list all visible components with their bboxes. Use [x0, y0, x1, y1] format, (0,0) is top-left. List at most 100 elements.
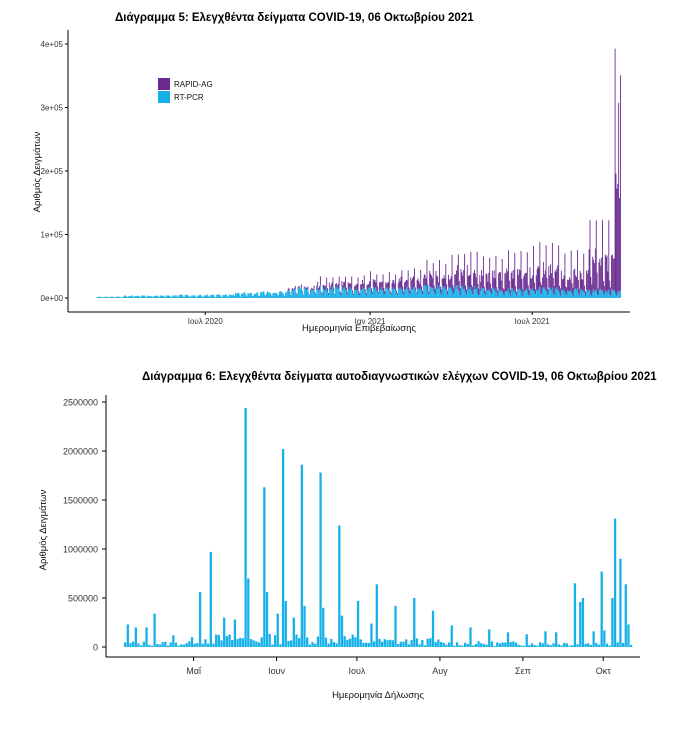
chart5-bar-rt-pcr: [119, 296, 121, 298]
chart5-bar-rapid-ag: [344, 281, 346, 288]
chart6-bar: [126, 624, 129, 647]
chart5-bar-rapid-ag: [355, 284, 357, 289]
chart5-bar-rt-pcr: [602, 292, 604, 298]
chart5-bar-rt-pcr: [582, 291, 584, 298]
chart5-bar-rt-pcr: [345, 289, 346, 298]
chart5-bar-rt-pcr: [516, 288, 518, 298]
chart5-bar-rt-pcr: [160, 295, 162, 298]
chart5-bar-rapid-ag: [435, 271, 437, 286]
chart6-bar: [306, 637, 309, 647]
chart5-bar-rapid-ag: [587, 269, 589, 292]
chart5-bar-rt-pcr: [417, 288, 419, 298]
chart5-bar-rapid-ag: [559, 285, 560, 293]
chart5-series-rapid-ag: [287, 48, 621, 296]
chart5-bar-rapid-ag: [516, 291, 517, 296]
chart5-bar-rt-pcr: [465, 294, 467, 298]
chart5-bar-rapid-ag: [491, 270, 493, 288]
chart5-bar-rt-pcr: [281, 292, 283, 298]
chart5-bar-rapid-ag: [516, 269, 518, 289]
chart6-bar: [354, 637, 357, 647]
chart5-bar-rapid-ag: [540, 282, 542, 294]
chart5-bar-rapid-ag: [365, 293, 367, 295]
chart5-bar-rt-pcr: [414, 290, 416, 298]
chart6-bar: [268, 633, 271, 647]
chart5-bar-rt-pcr: [486, 290, 488, 298]
chart5-bar-rt-pcr: [611, 288, 612, 298]
chart5-bar-rt-pcr: [165, 295, 167, 298]
chart5-bar-rapid-ag: [350, 283, 352, 289]
chart5-bar-rt-pcr: [127, 297, 129, 298]
chart6-bar: [172, 635, 175, 647]
chart6-bar: [557, 644, 560, 647]
chart5-bar-rapid-ag: [592, 256, 594, 292]
chart5-bar-rapid-ag: [417, 278, 419, 289]
chart6-bar: [541, 643, 544, 647]
chart5-bar-rt-pcr: [393, 288, 395, 298]
chart5-bar-rapid-ag: [361, 284, 363, 291]
chart6-bar: [549, 645, 552, 647]
chart5-bar-rt-pcr: [156, 295, 158, 298]
chart6-bar: [206, 643, 210, 647]
chart5-bar-rapid-ag: [554, 270, 556, 288]
chart5-bar-rt-pcr: [126, 296, 128, 298]
chart5-bar-rt-pcr: [208, 296, 210, 298]
chart6-bar: [292, 617, 295, 647]
chart5-bar-rapid-ag: [430, 273, 432, 288]
chart6-bar: [472, 645, 475, 647]
chart5-bar-rt-pcr: [225, 294, 227, 298]
chart5-bar-rapid-ag: [596, 272, 598, 294]
chart5-bar-rt-pcr: [117, 296, 119, 298]
chart5-bar-rt-pcr: [259, 295, 260, 298]
chart5-bar-rt-pcr: [461, 285, 463, 298]
chart5-bar-rt-pcr: [151, 296, 153, 298]
chart5-bar-rapid-ag: [556, 268, 558, 288]
chart5-bar-rt-pcr: [397, 287, 399, 298]
chart5-bar-rt-pcr: [388, 287, 390, 298]
chart5-bar-rt-pcr: [216, 294, 218, 298]
chart5-bar-rt-pcr: [171, 297, 173, 298]
chart5-bar-rt-pcr: [568, 291, 570, 298]
chart5-bar-rapid-ag: [530, 278, 532, 289]
chart6-bar: [148, 644, 151, 647]
chart5-bar-rapid-ag: [593, 259, 595, 290]
chart5-bar-rapid-ag: [368, 284, 370, 289]
chart5-bar-rapid-ag: [382, 274, 384, 291]
chart6-bar: [381, 641, 384, 647]
chart5-bar-rapid-ag: [420, 269, 422, 290]
chart5-bar-rapid-ag: [542, 261, 544, 288]
chart5-bar-rapid-ag: [298, 285, 300, 288]
chart5-bar-rt-pcr: [405, 287, 407, 298]
chart5-bar-rapid-ag: [433, 285, 435, 292]
chart5-bar-rt-pcr: [491, 294, 492, 298]
chart6-bar: [351, 634, 354, 647]
chart5-bar-rapid-ag: [362, 279, 363, 288]
chart5-bar-rt-pcr: [421, 291, 423, 298]
chart6-bar: [584, 643, 587, 647]
chart5-bar-rapid-ag: [386, 283, 388, 288]
chart5-bar-rapid-ag: [520, 250, 522, 290]
chart5-bar-rt-pcr: [327, 291, 328, 298]
chart5-bar-rt-pcr: [412, 289, 414, 298]
chart5-bar-rapid-ag: [358, 291, 360, 294]
chart5-bar-rt-pcr: [405, 289, 406, 298]
chart5-bar-rt-pcr: [428, 294, 430, 298]
chart5-bar-rapid-ag: [387, 282, 389, 288]
chart5-bar-rt-pcr: [612, 290, 614, 298]
chart5-bar-rt-pcr: [237, 292, 239, 298]
chart5-bar-rt-pcr: [590, 294, 592, 298]
chart6-bar: [466, 644, 469, 647]
chart6-bar: [182, 644, 186, 647]
legend-swatch-rt-pcr: [158, 91, 170, 103]
chart5-bar-rapid-ag: [457, 254, 459, 290]
chart5-bar-rt-pcr: [343, 287, 345, 298]
chart5-bar-rt-pcr: [287, 290, 289, 298]
chart5-bar-rt-pcr: [113, 297, 115, 298]
chart5-bar-rapid-ag: [514, 252, 516, 291]
chart5-bar-rapid-ag: [445, 263, 447, 290]
chart5-bar-rt-pcr: [320, 293, 322, 298]
chart5-bar-rt-pcr: [547, 294, 549, 298]
chart5-bar-rapid-ag: [323, 285, 325, 290]
legend-swatch-rapid-ag: [158, 78, 170, 90]
chart5-bar-rt-pcr: [363, 288, 365, 298]
chart6-bar: [161, 642, 164, 647]
